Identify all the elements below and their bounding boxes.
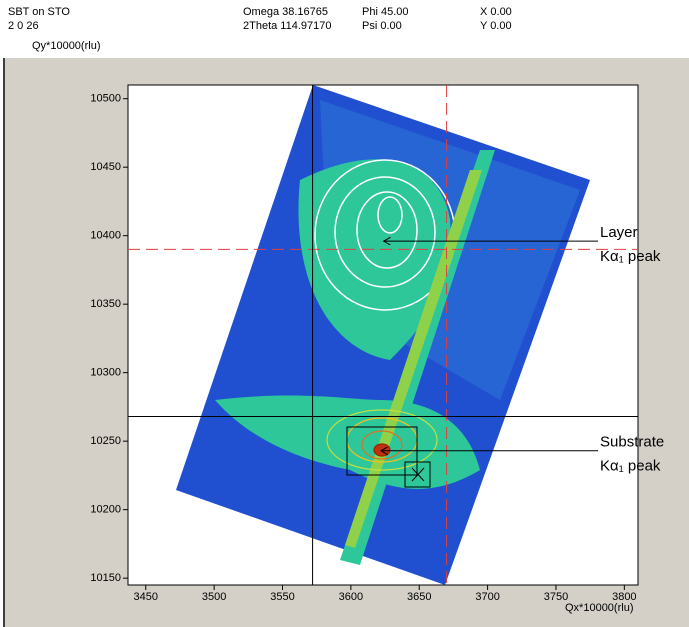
x-tick-label: 3450 xyxy=(134,591,158,603)
y-tick-label: 10450 xyxy=(90,161,121,173)
y-tick-label: 10250 xyxy=(90,435,121,447)
x-tick-label: 3600 xyxy=(339,591,363,603)
page: SBT on STO 2 0 26 Omega 38.16765 2Theta … xyxy=(0,0,689,627)
x-tick-label: 3550 xyxy=(270,591,294,603)
two-theta: 2Theta 114.97170 xyxy=(243,20,331,32)
window: SBT on STO 2 0 26 Omega 38.16765 2Theta … xyxy=(0,0,689,627)
psi: Psi 0.00 xyxy=(362,20,402,32)
annotation-text: Substrate xyxy=(600,434,664,451)
x-axis-label: Qx*10000(rlu) xyxy=(565,602,633,614)
x-tick-label: 3700 xyxy=(475,591,499,603)
x-position: X 0.00 xyxy=(480,6,512,18)
x-tick-label: 3500 xyxy=(202,591,226,603)
y-tick-label: 10150 xyxy=(90,572,121,584)
annotation-text: Kα₁ peak xyxy=(600,248,661,265)
y-tick-label: 10400 xyxy=(90,230,121,242)
y-position: Y 0.00 xyxy=(480,20,512,32)
x-tick-label: 3750 xyxy=(544,591,568,603)
phi: Phi 45.00 xyxy=(362,6,408,18)
y-tick-label: 10350 xyxy=(90,298,121,310)
y-axis-label: Qy*10000(rlu) xyxy=(32,40,100,52)
x-tick-label: 3800 xyxy=(612,591,636,603)
reflection: 2 0 26 xyxy=(8,20,39,32)
sample: SBT on STO xyxy=(8,6,70,18)
omega: Omega 38.16765 xyxy=(243,6,328,18)
annotation-text: Kα₁ peak xyxy=(600,458,661,475)
y-tick-label: 10500 xyxy=(90,93,121,105)
annotation-text: Layer xyxy=(600,224,638,241)
y-tick-label: 10200 xyxy=(90,504,121,516)
x-tick-label: 3650 xyxy=(407,591,431,603)
y-tick-label: 10300 xyxy=(90,367,121,379)
